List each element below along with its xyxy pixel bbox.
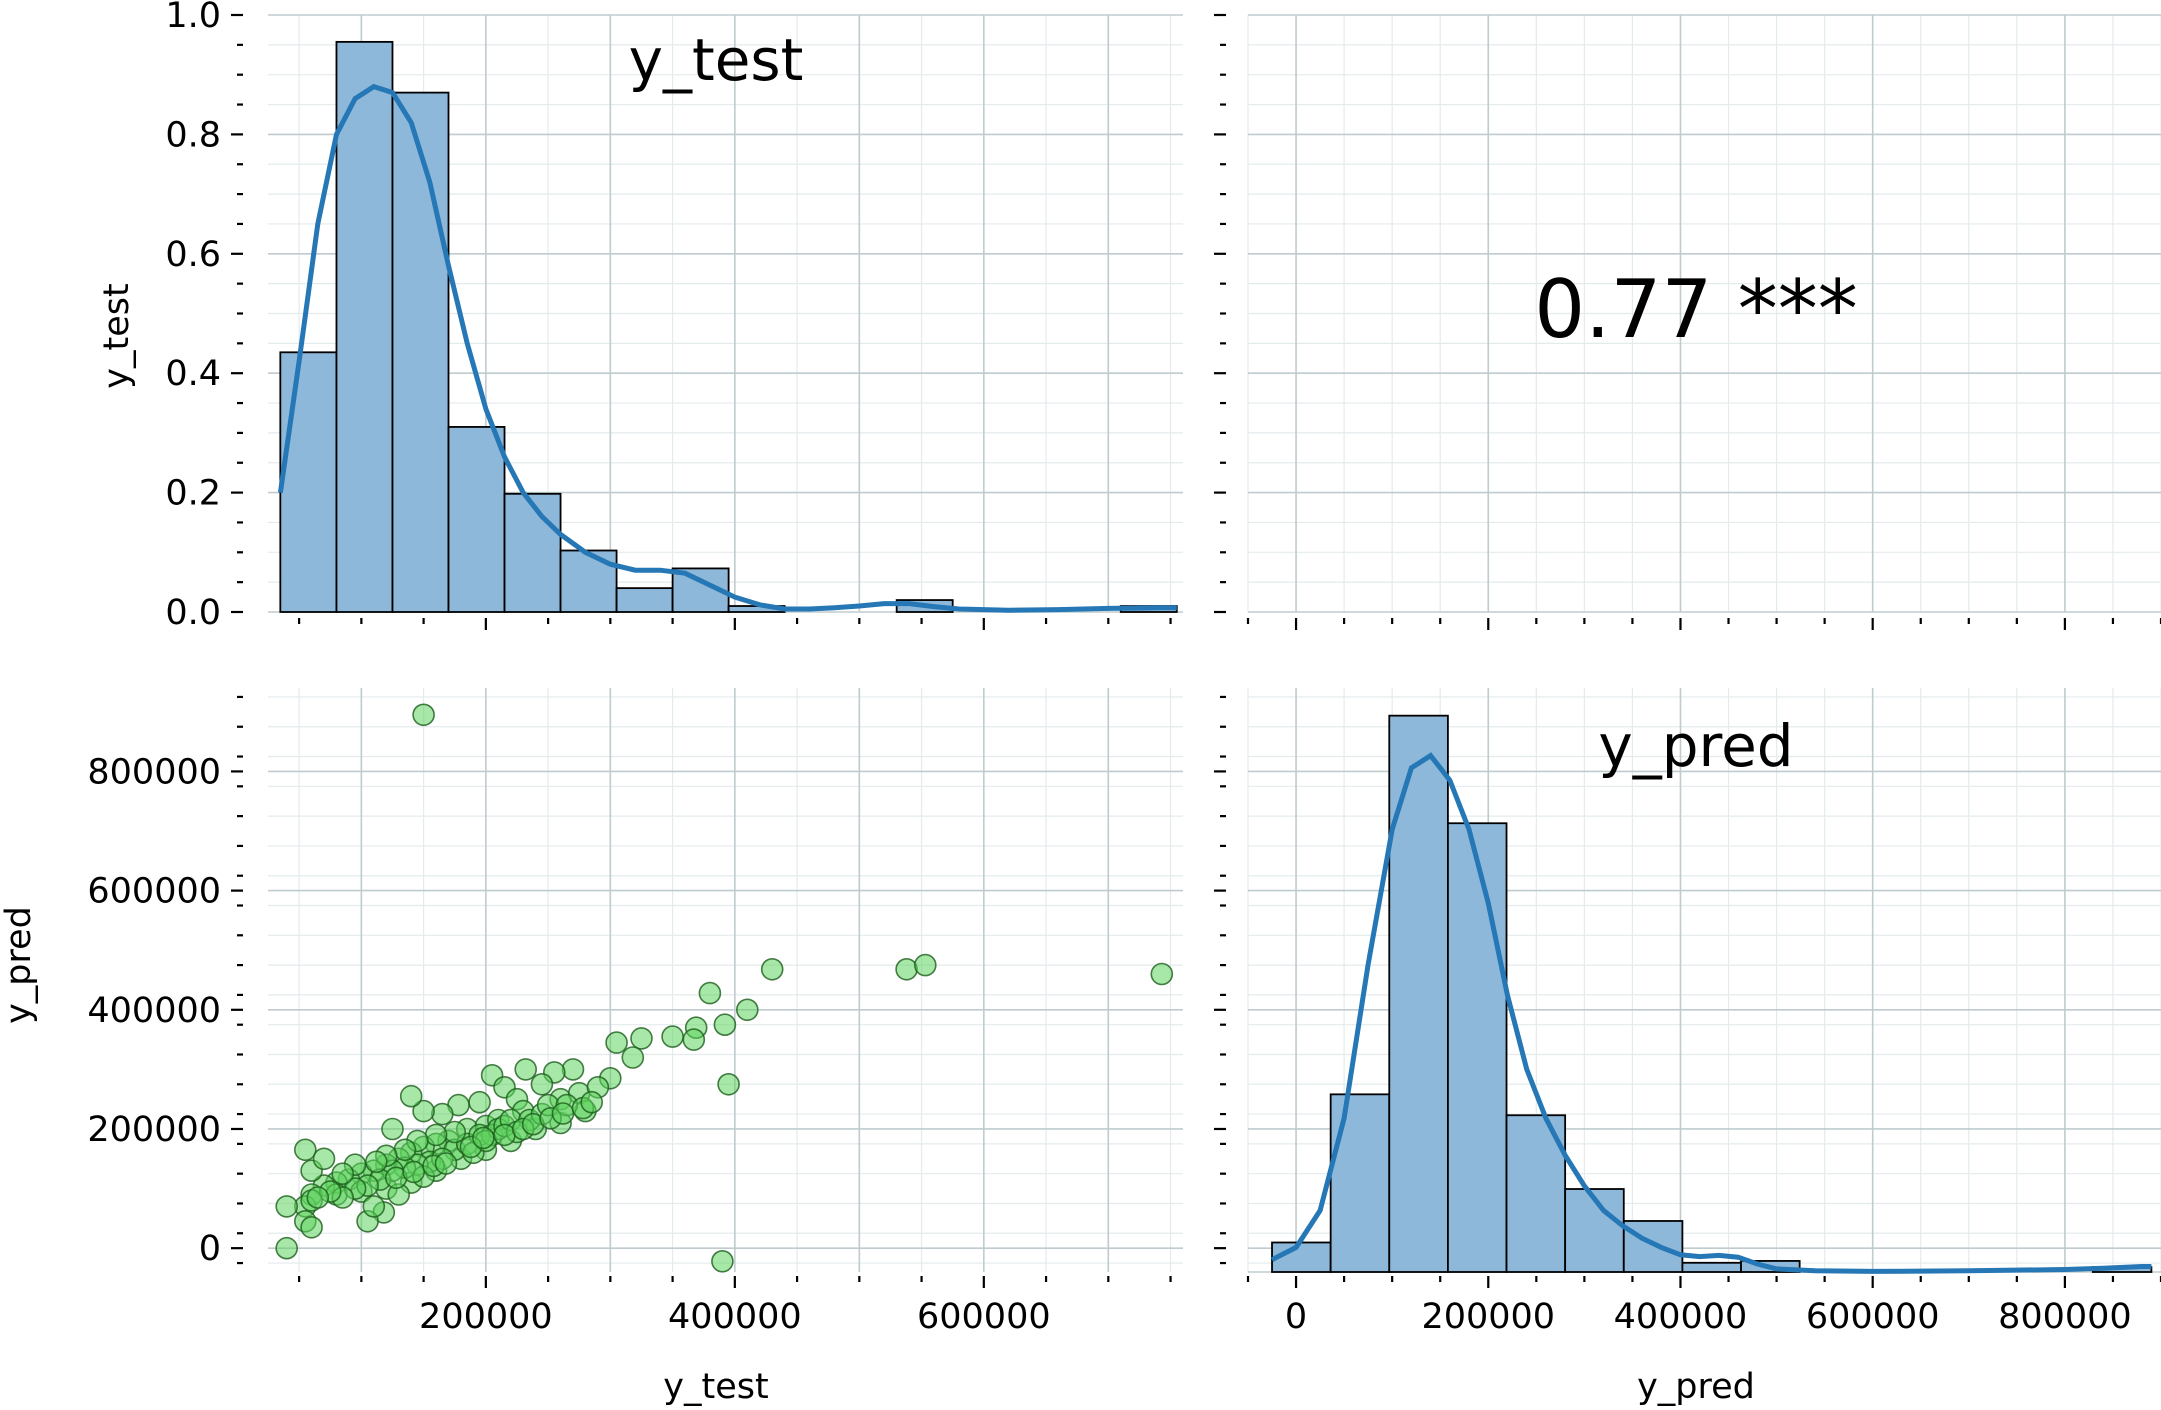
panel-top-left: 0.0 0.2 0.4 0.6 0.8 1.0 (165, 0, 1183, 633)
scatter-point (913, 953, 937, 977)
scatter-point (300, 1216, 323, 1239)
scatter-point (402, 1160, 426, 1184)
bottom-right-x-tick-label: 800000 (1998, 1297, 2132, 1337)
scatter-point (472, 1126, 495, 1150)
scatter-point (312, 1147, 336, 1171)
scatter-point (760, 957, 784, 981)
histogram-bar (279, 351, 338, 613)
bottom-left-x-axis-label: y_test (663, 1367, 768, 1407)
scatter-point (661, 1025, 684, 1048)
bottom-right-x-tick-label: 200000 (1421, 1297, 1555, 1337)
scatter-point (381, 1117, 404, 1141)
bottom-right-title: y_pred (1598, 712, 1793, 780)
histogram-bar (1388, 714, 1449, 1273)
bottom-left-x-tick-label: 200000 (419, 1297, 553, 1337)
scatter-point (362, 1195, 386, 1218)
panel-bottom-left: 0 200000 400000 600000 800000 200000 400000 600… (87, 688, 1183, 1337)
bottom-left-y-tick-label: 600000 (87, 872, 221, 912)
scatter-point (514, 1058, 538, 1081)
scatter-point (561, 1058, 585, 1081)
top-left-y-tick-label: 0.6 (165, 235, 221, 275)
scatter-point (306, 1186, 330, 1209)
scatter-point (621, 1046, 645, 1069)
top-left-y-tick-label: 1.0 (165, 0, 221, 36)
scatter-point (434, 1152, 458, 1175)
histogram-bar (615, 587, 674, 613)
scatter-point (275, 1236, 299, 1260)
bottom-right-x-tick-label: 400000 (1614, 1297, 1748, 1337)
histogram-bar (503, 492, 562, 613)
scatter-point (717, 1073, 740, 1096)
scatter-point (468, 1090, 491, 1114)
bottom-right-x-tick-label: 0 (1285, 1297, 1307, 1337)
bottom-left-x-tick-label: 400000 (668, 1297, 802, 1337)
top-left-y-tick-label: 0.2 (165, 474, 221, 514)
histogram-bar (391, 91, 450, 613)
scatter-point (735, 998, 759, 1022)
bottom-right-x-axis-label: y_pred (1637, 1367, 1755, 1407)
scatter-point (580, 1090, 604, 1114)
top-left-y-tick-label: 0.8 (165, 115, 221, 155)
top-left-title: y_test (629, 26, 804, 94)
scatter-point (393, 1138, 417, 1162)
top-left-y-tick-label: 0.0 (165, 593, 221, 633)
histogram-bar (1622, 1220, 1684, 1273)
scatter-point (530, 1073, 554, 1096)
kde-curve (1270, 752, 2152, 1274)
histogram-bar (1681, 1261, 1742, 1273)
bottom-left-y-tick-label: 800000 (87, 752, 221, 792)
histogram-bar (335, 40, 394, 613)
scatter-point (399, 1084, 423, 1108)
scatter-point (682, 1028, 706, 1051)
bottom-left-y-tick-label: 400000 (87, 991, 221, 1031)
scatter-point (711, 1250, 734, 1273)
histogram-bar (559, 549, 618, 613)
histogram-bar (447, 426, 506, 613)
scatter-point (551, 1102, 575, 1125)
scatter-point (698, 981, 722, 1005)
scatter-point (713, 1013, 737, 1036)
scatter-point (331, 1162, 355, 1185)
bottom-left-x-tick-label: 600000 (917, 1297, 1051, 1337)
scatter-point (895, 957, 918, 981)
scatter-point (412, 1099, 435, 1123)
kde-curve (277, 83, 1177, 613)
histogram-bar (1446, 822, 1508, 1273)
top-left-y-axis-label: y_test (97, 283, 137, 388)
scatter-point (275, 1195, 299, 1218)
bottom-left-y-tick-label: 0 (199, 1229, 221, 1269)
scatter-point (412, 703, 435, 727)
bottom-left-y-axis-label: y_pred (0, 906, 39, 1024)
histogram-bar (1329, 1093, 1391, 1273)
scatter-point (424, 1123, 448, 1147)
scatter-point (293, 1138, 317, 1162)
panel-top-right (1214, 13, 2161, 630)
bottom-right-x-tick-label: 600000 (1806, 1297, 1940, 1337)
correlation-annotation: 0.77 *** (1534, 263, 1858, 356)
scatter-point (493, 1123, 516, 1147)
top-left-y-tick-label: 0.4 (165, 354, 221, 394)
panel-bottom-right: 0 200000 400000 600000 800000 (1214, 688, 2161, 1337)
scatter-point (630, 1027, 653, 1050)
scatter-point (430, 1102, 454, 1126)
scatter-point (364, 1150, 388, 1174)
scatter-point (1150, 962, 1174, 986)
scatter-point (605, 1031, 628, 1054)
scatter-point (443, 1120, 467, 1144)
bottom-left-y-tick-label: 200000 (87, 1110, 221, 1150)
